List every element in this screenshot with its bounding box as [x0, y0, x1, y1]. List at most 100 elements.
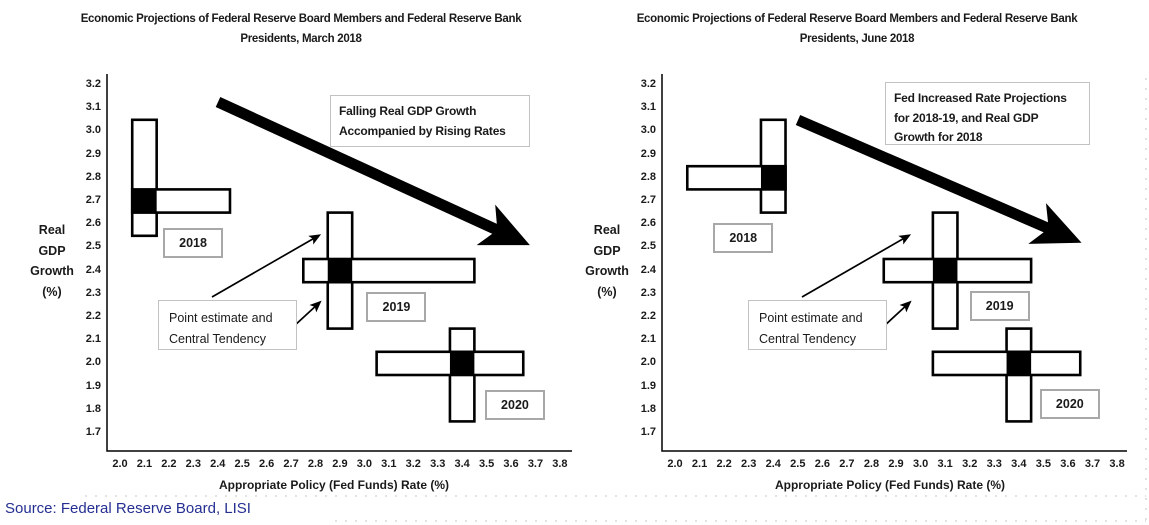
annotation-box: Falling Real GDP Growth Accompanied by R… [330, 95, 530, 147]
x-tick-label: 3.3 [430, 458, 446, 470]
x-tick-label: 2.5 [234, 458, 250, 470]
x-tick-label: 2.7 [839, 458, 855, 470]
x-axis-title: Appropriate Policy (Fed Funds) Rate (%) [774, 478, 1005, 492]
chart-title-line: Economic Projections of Federal Reserve … [80, 13, 522, 25]
pointer-arrow [211, 234, 322, 298]
x-tick-label: 2.3 [741, 458, 757, 470]
annotation-line: Falling Real GDP Growth [339, 104, 477, 118]
x-tick-label: 3.8 [1109, 458, 1125, 470]
x-tick-label: 2.8 [863, 458, 880, 470]
x-tick-label: 2.1 [691, 458, 708, 470]
x-tick-label: 3.1 [381, 458, 397, 470]
chart-title-line: Economic Projections of Federal Reserve … [636, 13, 1078, 25]
pointer-arrow [292, 300, 322, 328]
annotation-line: for 2018-19, and Real GDP [894, 110, 1039, 125]
y-tick-label: 2.2 [640, 310, 656, 322]
y-tick-label: 2.6 [85, 217, 101, 230]
x-tick-label: 3.7 [527, 458, 544, 470]
y-axis-title-line: GDP [38, 243, 66, 258]
y-tick-label: 2.4 [640, 263, 656, 276]
y-tick-label: 1.7 [640, 426, 656, 438]
point-estimate-marker [132, 189, 157, 213]
x-axis-title: Appropriate Policy (Fed Funds) Rate (%) [218, 478, 449, 492]
y-tick-label: 1.7 [85, 426, 101, 438]
x-tick-label: 3.0 [356, 458, 373, 470]
y-tick-label: 2.2 [85, 310, 101, 322]
y-tick-label: 1.9 [640, 379, 656, 392]
y-tick-label: 2.5 [640, 240, 656, 253]
x-tick-label: 3.0 [912, 458, 929, 470]
y-tick-label: 2.0 [640, 356, 656, 369]
x-tick-label: 3.8 [552, 458, 568, 470]
y-axis-title-line: Growth [30, 264, 74, 278]
y-tick-label: 2.1 [85, 333, 101, 346]
pointer-label-line: Central Tendency [169, 332, 267, 346]
x-tick-label: 2.0 [112, 458, 128, 470]
x-tick-label: 2.0 [667, 458, 683, 470]
pointer-label-line: Central Tendency [759, 332, 857, 346]
axis-lines [661, 74, 1127, 452]
annotation-box: Fed Increased Rate Projections for 2018-… [885, 82, 1090, 145]
chart-title-march: Economic Projections of Federal Reserve … [21, 9, 581, 49]
y-tick-label: 2.1 [640, 333, 656, 346]
point-estimate-marker [1006, 351, 1032, 375]
y-tick-label: 1.8 [85, 402, 101, 415]
y-tick-label: 3.2 [85, 78, 101, 90]
y-tick-label: 2.4 [85, 263, 101, 276]
y-tick-label: 2.7 [640, 194, 656, 206]
year-label-2019: 2019 [969, 291, 1030, 322]
axis-lines [106, 74, 572, 452]
x-tick-label: 2.5 [790, 458, 806, 470]
point-estimate-marker [760, 166, 786, 190]
point-estimate-marker [327, 259, 353, 283]
point-estimate-marker [932, 259, 958, 283]
x-tick-label: 3.4 [454, 458, 470, 470]
y-axis-title-line: (%) [42, 284, 62, 299]
year-label-2018: 2018 [163, 228, 224, 258]
y-tick-label: 2.8 [640, 170, 656, 183]
y-tick-label: 2.3 [640, 286, 656, 299]
x-tick-label: 2.3 [185, 458, 201, 470]
x-tick-label: 3.4 [1011, 458, 1027, 470]
x-tick-label: 3.1 [937, 458, 953, 470]
annotation-line: Fed Increased Rate Projections [894, 91, 1067, 105]
year-label-2020: 2020 [484, 389, 545, 420]
y-tick-label: 2.9 [640, 147, 656, 160]
y-tick-label: 3.1 [85, 101, 101, 114]
y-axis-title-line: Real [593, 223, 621, 237]
source-credit: Source: Federal Reserve Board, LISI [5, 500, 251, 517]
y-tick-label: 2.7 [85, 194, 101, 206]
trend-arrow [795, 114, 1082, 244]
pointer-label-box: Point estimate and Central Tendency [158, 300, 297, 350]
x-tick-label: 3.2 [962, 458, 978, 470]
pointer-label-line: Point estimate and [169, 311, 273, 325]
y-tick-label: 3.0 [85, 124, 101, 137]
y-tick-label: 1.8 [640, 402, 656, 415]
x-tick-label: 2.2 [716, 458, 732, 470]
year-label-2018: 2018 [713, 223, 774, 254]
x-tick-label: 2.6 [258, 458, 275, 470]
y-axis-title-line: GDP [593, 243, 621, 258]
x-tick-label: 2.9 [888, 458, 904, 470]
x-tick-label: 3.5 [1035, 458, 1052, 470]
x-tick-label: 2.7 [283, 458, 299, 470]
annotation-line: Growth for 2018 [894, 130, 983, 144]
annotation-line: Accompanied by Rising Rates [339, 123, 506, 138]
chart-title-line: Presidents, June 2018 [799, 33, 915, 45]
y-tick-label: 3.2 [640, 78, 656, 90]
pointer-arrow [801, 234, 912, 298]
y-tick-label: 2.9 [85, 147, 101, 160]
x-tick-label: 2.8 [307, 458, 324, 470]
y-axis-title: Real GDP Growth (%) [17, 220, 87, 302]
pointer-label-box: Point estimate and Central Tendency [748, 300, 887, 350]
trend-arrow [215, 97, 530, 246]
gdp-central-tendency-bar [130, 118, 158, 238]
year-label-2019: 2019 [366, 292, 427, 323]
y-tick-label: 2.3 [85, 286, 101, 299]
y-tick-label: 2.6 [640, 217, 656, 230]
x-tick-label: 2.2 [161, 458, 177, 470]
y-tick-label: 3.1 [640, 101, 656, 114]
y-tick-label: 1.9 [85, 379, 101, 392]
